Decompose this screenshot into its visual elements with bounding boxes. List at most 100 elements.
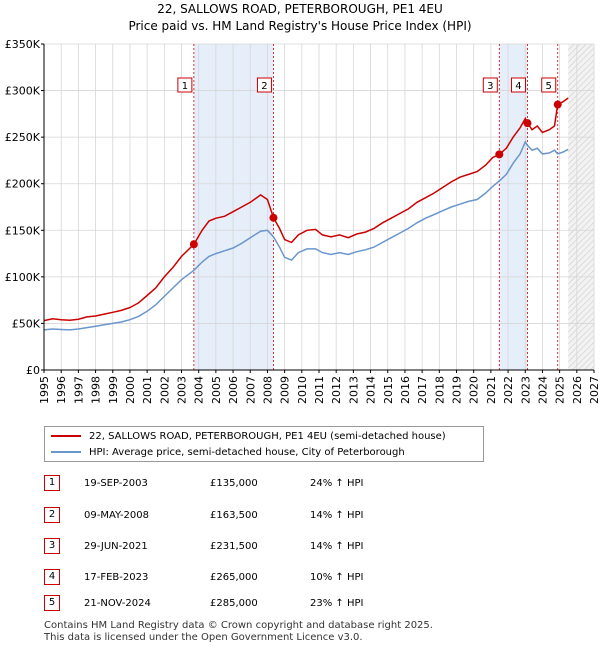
sale-date: 17-FEB-2023: [84, 572, 149, 583]
forecast-hatch: [568, 120, 595, 147]
hpi-line: [43, 140, 569, 331]
forecast-hatch: [568, 48, 595, 75]
x-tick-label: 2024: [536, 376, 549, 404]
forecast-hatch: [568, 210, 595, 237]
forecast-hatch: [568, 324, 595, 351]
x-tick-label: 2008: [261, 376, 274, 404]
legend: 22, SALLOWS ROAD, PETERBOROUGH, PE1 4EU …: [44, 426, 484, 462]
forecast-region: [568, 44, 594, 370]
forecast-hatch: [568, 312, 595, 339]
sale-price: £163,500: [210, 510, 258, 521]
sale-hpi-diff: 23% ↑ HPI: [310, 598, 364, 609]
sale-date: 19-SEP-2003: [84, 478, 148, 489]
forecast-hatch: [572, 348, 595, 371]
sale-label: 2: [261, 81, 267, 92]
sale-row: 3 29-JUN-2021 £231,500 14% ↑ HPI: [44, 538, 464, 555]
forecast-hatch: [584, 360, 595, 371]
x-tick-label: 2019: [451, 376, 464, 404]
forecast-hatch: [568, 234, 595, 261]
forecast-hatch: [568, 43, 587, 63]
legend-label-property: 22, SALLOWS ROAD, PETERBOROUGH, PE1 4EU …: [89, 431, 446, 442]
x-tick-label: 2021: [485, 376, 498, 404]
x-tick-label: 2003: [176, 376, 189, 404]
x-tick-label: 2000: [124, 376, 137, 404]
sale-price: £265,000: [210, 572, 258, 583]
forecast-hatch: [568, 186, 595, 213]
y-tick-label: £150K: [5, 224, 41, 237]
y-tick-label: £50K: [12, 317, 41, 330]
forecast-hatch: [568, 174, 595, 201]
x-tick-label: 2022: [502, 376, 515, 404]
forecast-hatch: [568, 258, 595, 285]
y-tick-label: £0: [26, 364, 40, 377]
forecast-hatch: [568, 180, 595, 207]
forecast-hatch: [568, 336, 595, 363]
x-tick-label: 2017: [416, 376, 429, 404]
forecast-hatch: [568, 54, 595, 81]
forecast-hatch: [568, 43, 575, 51]
forecast-hatch: [568, 192, 595, 219]
sale-point: [553, 100, 562, 109]
sale-hpi-diff: 24% ↑ HPI: [310, 478, 364, 489]
x-tick-label: 2012: [330, 376, 343, 404]
sale-markers: 1 2 3 4 5: [177, 77, 562, 249]
x-tick-label: 1996: [55, 376, 68, 404]
forecast-hatch: [568, 294, 595, 321]
shaded-period: [499, 44, 528, 370]
forecast-hatch: [568, 216, 595, 243]
sale-hpi-diff: 10% ↑ HPI: [310, 572, 364, 583]
sale-label: 5: [546, 81, 552, 92]
sale-row: 2 09-MAY-2008 £163,500 14% ↑ HPI: [44, 507, 464, 524]
x-tick-label: 2025: [554, 376, 567, 404]
sale-number: 2: [44, 507, 60, 523]
sale-label-box: [510, 77, 526, 93]
series: [43, 97, 569, 331]
sale-point: [189, 240, 198, 249]
sale-date: 29-JUN-2021: [84, 541, 148, 552]
sale-price: £231,500: [210, 541, 258, 552]
sale-price: £285,000: [210, 598, 258, 609]
x-tick-label: 2027: [588, 376, 600, 404]
forecast-hatch: [568, 252, 595, 279]
sale-price: £135,000: [210, 478, 258, 489]
forecast-hatch: [590, 366, 595, 371]
x-tick-label: 2011: [313, 376, 326, 404]
sale-date: 09-MAY-2008: [84, 510, 150, 521]
forecast-hatch: [568, 168, 595, 195]
legend-item-hpi: HPI: Average price, semi-detached house,…: [51, 446, 405, 460]
forecast-hatch: [568, 96, 595, 123]
x-tick-label: 2015: [382, 376, 395, 404]
x-tick-label: 2001: [141, 376, 154, 404]
forecast-hatch: [568, 330, 595, 357]
forecast-hatch: [568, 84, 595, 111]
forecast-hatch: [568, 102, 595, 129]
sale-row: 4 17-FEB-2023 £265,000 10% ↑ HPI: [44, 569, 464, 586]
forecast-hatch: [568, 138, 595, 165]
forecast-hatch: [568, 114, 595, 141]
forecast-hatch: [568, 270, 595, 297]
forecast-hatch: [568, 288, 595, 315]
sale-row: 1 19-SEP-2003 £135,000 24% ↑ HPI: [44, 475, 464, 492]
forecast-hatch: [568, 204, 595, 231]
sale-number: 4: [44, 569, 60, 585]
sale-label: 1: [182, 81, 188, 92]
forecast-hatch: [568, 246, 595, 273]
forecast-hatch: [568, 156, 595, 183]
sale-label-box: [177, 77, 193, 93]
axes: £0 £50K £100K £150K £200K £250K £300K £350K 1995…: [5, 38, 600, 404]
x-tick-label: 2004: [193, 376, 206, 404]
x-tick-label: 1999: [107, 376, 120, 404]
sale-label-box: [482, 77, 498, 93]
y-tick-label: £200K: [5, 178, 41, 191]
x-tick-label: 2020: [468, 376, 481, 404]
forecast-hatch: [568, 66, 595, 93]
chart-subtitle: Price paid vs. HM Land Registry's House …: [128, 19, 471, 33]
forecast-hatch: [568, 198, 595, 225]
x-tick-label: 2009: [279, 376, 292, 404]
x-tick-label: 2018: [433, 376, 446, 404]
forecast-hatch: [568, 144, 595, 171]
sale-label: 3: [487, 81, 493, 92]
sale-label: 4: [515, 81, 521, 92]
forecast-hatch: [568, 318, 595, 345]
legend-swatch-property: [51, 435, 81, 437]
